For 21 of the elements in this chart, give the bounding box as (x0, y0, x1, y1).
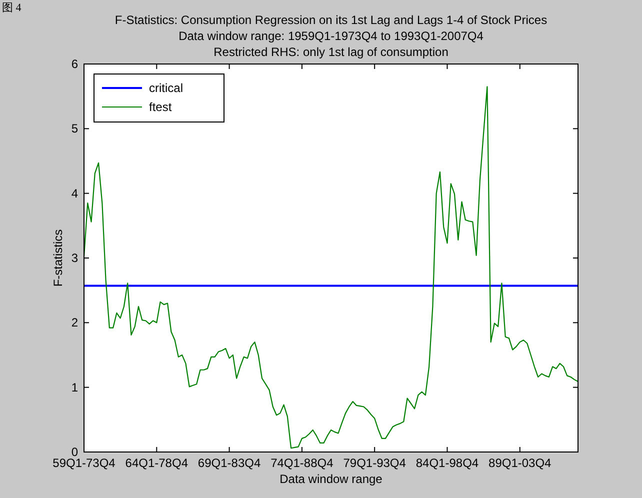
x-tick-label: 89Q1-03Q4 (488, 456, 552, 470)
legend-label: ftest (149, 100, 172, 114)
x-tick-label: 84Q1-98Q4 (416, 456, 479, 470)
x-tick-label: 59Q1-73Q4 (52, 456, 116, 470)
y-tick-label: 4 (71, 186, 78, 200)
y-axis-title: F-statistics (51, 229, 65, 287)
x-axis-title: Data window range (280, 472, 383, 486)
y-tick-label: 6 (71, 57, 78, 71)
legend-label: critical (149, 81, 184, 95)
y-tick-label: 2 (71, 316, 78, 330)
x-tick-label: 79Q1-93Q4 (343, 456, 406, 470)
y-tick-label: 1 (71, 380, 78, 394)
chart-subtitle: Data window range: 1959Q1-1973Q4 to 1993Q1-2007Q4 Restricted RHS: only 1st lag of consumption (178, 29, 484, 59)
y-tick-label: 5 (71, 122, 78, 136)
caption: 图 4 (2, 2, 22, 14)
y-tick-label: 0 (71, 445, 78, 459)
y-tick-label: 3 (71, 251, 78, 265)
x-tick-label: 74Q1-88Q4 (270, 456, 334, 470)
chart-title: F-Statistics: Consumption Regression on its 1st Lag and Lags 1-4 of Stock Prices (114, 13, 548, 27)
x-tick-label: 64Q1-78Q4 (125, 456, 188, 470)
x-tick-label: 69Q1-83Q4 (198, 456, 261, 470)
